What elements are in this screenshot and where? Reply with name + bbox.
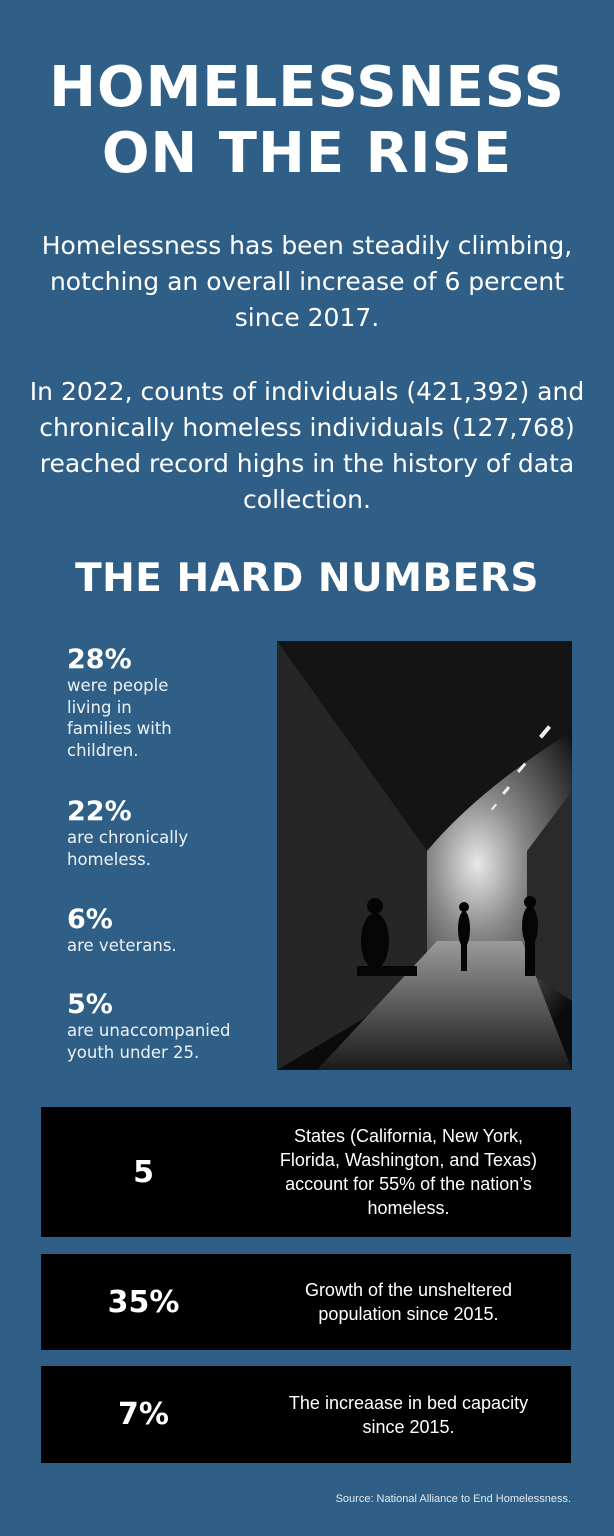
intro-paragraph-1: Homelessness has been steadily climbing,… (41, 231, 573, 332)
box-text: The increaase in bed capacity since 2015… (288, 1392, 529, 1437)
stat-box-beds: 7% The increaase in bed capacity since 2… (41, 1366, 571, 1463)
stat-description: are unaccompanied youth under 25. (67, 1021, 231, 1062)
title-line-1: HOMELESSNESS (49, 55, 565, 120)
section-heading: THE HARD NUMBERS (75, 556, 539, 601)
box-value: 5 (133, 1154, 154, 1190)
box-value: 7% (118, 1397, 169, 1432)
stat-families: 28% were people living in families with … (67, 645, 197, 761)
box-text: States (California, New York, Florida, W… (279, 1126, 538, 1218)
main-title: HOMELESSNESS ON THE RISE (0, 55, 614, 187)
stat-description: are veterans. (67, 936, 177, 955)
source-note: Source: National Alliance to End Homeles… (335, 1493, 571, 1505)
tunnel-photo (277, 641, 572, 1070)
stat-value: 6% (67, 904, 113, 935)
intro-paragraph-2: In 2022, counts of individuals (421,392)… (29, 377, 585, 514)
stat-value: 22% (67, 796, 132, 827)
stat-chronic: 22% are chronically homeless. (67, 797, 217, 870)
stat-veterans: 6% are veterans. (67, 905, 267, 957)
box-text: Growth of the unsheltered population sin… (304, 1280, 513, 1324)
stat-value: 28% (67, 644, 132, 675)
stat-box-unsheltered: 35% Growth of the unsheltered population… (41, 1254, 571, 1350)
stat-box-states: 5 States (California, New York, Florida,… (41, 1107, 571, 1237)
stat-youth: 5% are unaccompanied youth under 25. (67, 990, 257, 1063)
stat-description: are chronically homeless. (67, 828, 189, 869)
title-line-2: ON THE RISE (101, 121, 513, 186)
stat-description: were people living in families with chil… (67, 676, 172, 760)
stat-value: 5% (67, 989, 113, 1020)
box-value: 35% (107, 1284, 180, 1320)
